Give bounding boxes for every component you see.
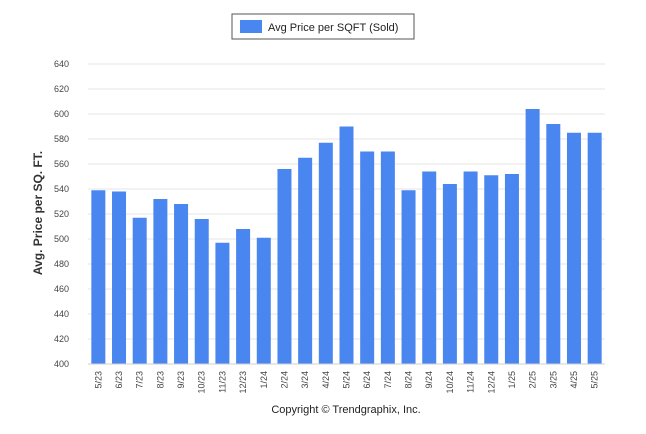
x-tick-label: 5/23 <box>93 371 103 389</box>
copyright-footer: Copyright © Trendgraphix, Inc. <box>271 404 420 416</box>
x-tick-label: 12/24 <box>486 371 496 394</box>
x-tick-label: 4/24 <box>321 371 331 389</box>
x-tick-label: 8/24 <box>404 371 414 389</box>
bar-12-24[interactable] <box>484 175 499 364</box>
x-tick-label: 9/24 <box>424 371 434 389</box>
bar-5-25[interactable] <box>587 132 602 364</box>
x-tick-label: 6/23 <box>114 371 124 389</box>
bar-11-24[interactable] <box>463 171 478 365</box>
x-tick-label: 10/23 <box>197 371 207 394</box>
x-tick-label: 2/25 <box>528 371 538 389</box>
y-tick-label: 440 <box>54 309 69 319</box>
x-tick-label: 3/24 <box>300 371 310 389</box>
y-tick-label: 460 <box>54 284 69 294</box>
x-tick-label: 8/23 <box>155 371 165 389</box>
bar-12-23[interactable] <box>236 229 251 364</box>
y-tick-label: 420 <box>54 334 69 344</box>
y-axis-label: Avg. Price per SQ. FT. <box>31 151 45 275</box>
x-tick-label: 12/23 <box>238 371 248 394</box>
x-tick-label: 11/23 <box>217 371 227 393</box>
bar-2-25[interactable] <box>525 109 540 364</box>
bar-3-24[interactable] <box>298 157 313 364</box>
y-tick-label: 640 <box>54 59 69 69</box>
y-tick-label: 600 <box>54 109 69 119</box>
legend-label-avg-price: Avg Price per SQFT (Sold) <box>268 22 398 34</box>
bar-5-24[interactable] <box>339 126 354 365</box>
x-tick-label: 3/25 <box>548 371 558 389</box>
x-axis-ticks: 5/23 6/23 7/23 8/23 9/23 10/23 11/23 12/23 1/24 2… <box>93 371 599 394</box>
bar-8-23[interactable] <box>153 199 168 364</box>
bar-8-24[interactable] <box>401 190 416 364</box>
y-tick-label: 520 <box>54 209 69 219</box>
x-tick-label: 1/24 <box>259 371 269 389</box>
bar-5-23[interactable] <box>91 190 106 364</box>
bar-9-23[interactable] <box>174 204 189 364</box>
bar-9-24[interactable] <box>422 171 437 365</box>
y-tick-label: 400 <box>54 359 69 369</box>
x-tick-label: 7/24 <box>383 371 393 389</box>
bar-6-23[interactable] <box>112 191 127 365</box>
bar-10-23[interactable] <box>194 219 209 364</box>
y-tick-label: 620 <box>54 84 69 94</box>
bar-series <box>91 109 602 365</box>
x-tick-label: 11/24 <box>466 371 476 393</box>
bar-4-25[interactable] <box>566 132 581 364</box>
y-tick-label: 540 <box>54 184 69 194</box>
x-tick-label: 10/24 <box>445 371 455 394</box>
y-tick-label: 500 <box>54 234 69 244</box>
x-tick-label: 7/23 <box>135 371 145 389</box>
y-tick-label: 580 <box>54 134 69 144</box>
bar-2-24[interactable] <box>277 169 292 364</box>
x-tick-label: 5/25 <box>590 371 600 389</box>
bar-10-24[interactable] <box>442 184 457 364</box>
bar-11-23[interactable] <box>215 242 230 364</box>
legend-swatch-avg-price <box>240 20 262 33</box>
y-tick-label: 560 <box>54 159 69 169</box>
bar-4-24[interactable] <box>318 142 333 364</box>
x-tick-label: 6/24 <box>362 371 372 389</box>
chart-legend[interactable]: Avg Price per SQFT (Sold) <box>231 13 415 40</box>
bar-6-24[interactable] <box>360 151 375 365</box>
bar-7-23[interactable] <box>132 217 147 364</box>
legend-box <box>231 13 415 40</box>
bar-1-25[interactable] <box>504 174 519 364</box>
bar-3-25[interactable] <box>546 124 561 364</box>
x-tick-label: 5/24 <box>342 371 352 389</box>
bar-1-24[interactable] <box>256 237 271 364</box>
y-axis-ticks: 400 420 440 460 480 500 520 540 560 580 600 620 640 <box>54 59 69 369</box>
x-tick-label: 2/24 <box>279 371 289 389</box>
bar-7-24[interactable] <box>380 151 395 365</box>
x-tick-label: 9/23 <box>176 371 186 389</box>
x-tick-label: 1/25 <box>507 371 517 389</box>
y-tick-label: 480 <box>54 259 69 269</box>
x-tick-label: 4/25 <box>569 371 579 389</box>
